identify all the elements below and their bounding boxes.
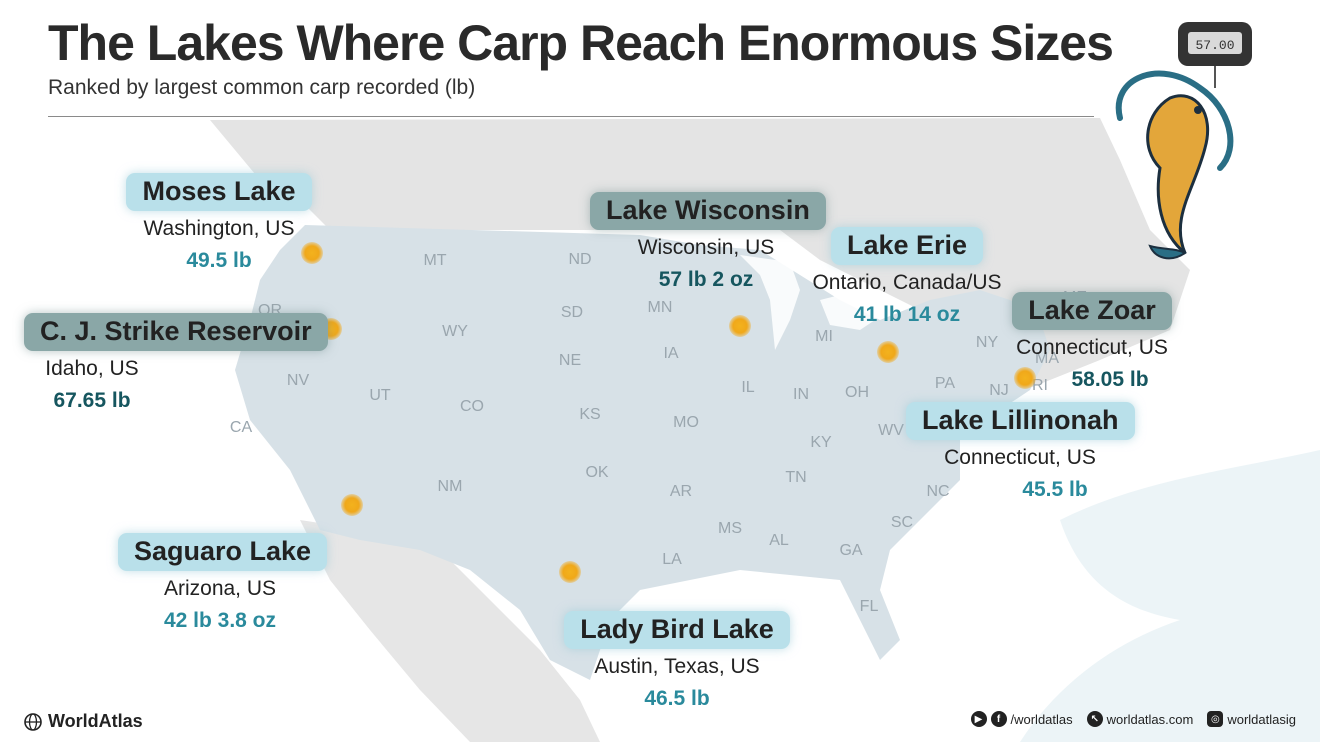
- lake-card-erie: Lake Erie Ontario, Canada/US 41 lb 14 oz: [808, 227, 1006, 327]
- lake-marker-zoar[interactable]: [1014, 367, 1036, 389]
- ocean-wave: [1020, 450, 1320, 742]
- state-label: MI: [815, 328, 833, 345]
- state-label: GA: [839, 542, 863, 559]
- lake-name: Lake Zoar: [1012, 292, 1172, 330]
- social-links: ▶ f /worldatlas ↖ worldatlas.com ◎ world…: [970, 711, 1296, 727]
- lake-location: Connecticut, US: [944, 446, 1096, 469]
- cursor-icon: ↖: [1086, 711, 1103, 727]
- lake-marker-wisconsin[interactable]: [729, 315, 751, 337]
- lake-weight: 67.65 lb: [53, 389, 131, 412]
- state-label: MA: [1035, 350, 1059, 367]
- state-label: ND: [568, 251, 592, 268]
- lake-card-cj-strike: C. J. Strike Reservoir Idaho, US 67.65 l…: [24, 313, 328, 413]
- state-label: WV: [878, 422, 904, 439]
- lake-card-zoar: Lake Zoar Connecticut, US 58.05 lb: [1008, 292, 1176, 392]
- page-title: The Lakes Where Carp Reach Enormous Size…: [48, 15, 1114, 71]
- lake-card-lillinonah: Lake Lillinonah Connecticut, US 45.5 lb: [906, 402, 1135, 502]
- state-label: SD: [560, 304, 584, 321]
- lake-location: Washington, US: [143, 217, 295, 240]
- lake-weight: 49.5 lb: [186, 249, 252, 272]
- lake-marker-erie[interactable]: [877, 341, 899, 363]
- lake-marker-saguaro[interactable]: [341, 494, 363, 516]
- state-label: MS: [718, 520, 742, 537]
- lake-location: Ontario, Canada/US: [812, 271, 1002, 294]
- lake-card-lady-bird: Lady Bird Lake Austin, Texas, US 46.5 lb: [562, 611, 792, 711]
- lake-card-moses: Moses Lake Washington, US 49.5 lb: [124, 173, 314, 273]
- lake-name: Saguaro Lake: [118, 533, 328, 571]
- lake-location: Arizona, US: [163, 577, 277, 600]
- lake-marker-lady-bird[interactable]: [559, 561, 581, 583]
- lake-weight: 45.5 lb: [1022, 478, 1088, 501]
- title-divider: [48, 116, 1094, 117]
- lake-name: Lake Wisconsin: [590, 192, 826, 230]
- state-label: RI: [1032, 377, 1048, 394]
- state-label: NM: [437, 478, 463, 495]
- lake-location: Austin, Texas, US: [594, 655, 760, 678]
- state-label: NJ: [989, 382, 1009, 399]
- state-label: NY: [975, 334, 999, 351]
- lake-card-saguaro: Saguaro Lake Arizona, US 42 lb 3.8 oz: [118, 533, 328, 633]
- state-label: WY: [442, 323, 468, 340]
- state-label: CO: [460, 398, 484, 415]
- lake-weight: 46.5 lb: [644, 687, 710, 710]
- lake-name: Lake Lillinonah: [906, 402, 1135, 440]
- state-label: NV: [286, 372, 310, 389]
- website-link[interactable]: ↖ worldatlas.com: [1086, 711, 1194, 727]
- lake-location: Idaho, US: [45, 357, 139, 380]
- lake-location: Wisconsin, US: [637, 236, 775, 259]
- lake-weight: 41 lb 14 oz: [853, 303, 961, 326]
- fish-scale-illustration: 57.00: [1115, 22, 1252, 260]
- state-label: AR: [669, 483, 693, 500]
- facebook-icon: f: [990, 711, 1007, 727]
- surrounding-land: [210, 118, 1190, 400]
- instagram-link[interactable]: ◎ worldatlasig: [1207, 711, 1296, 727]
- lake-name: Moses Lake: [126, 173, 312, 211]
- state-label: CA: [229, 419, 253, 436]
- state-label: IA: [663, 345, 679, 362]
- state-label: MT: [423, 252, 447, 269]
- scale-screen: [1188, 32, 1242, 54]
- globe-icon: [24, 712, 42, 731]
- lake-weight: 57 lb 2 oz: [658, 268, 754, 291]
- usa-land: [235, 225, 1050, 680]
- lake-card-wisconsin: Lake Wisconsin Wisconsin, US 57 lb 2 oz: [590, 192, 826, 292]
- lake-name: C. J. Strike Reservoir: [24, 313, 328, 351]
- worldatlas-logo[interactable]: WorldAtlas: [24, 711, 143, 732]
- state-label: FL: [859, 598, 879, 615]
- great-lakes: [740, 255, 890, 350]
- state-label: IN: [793, 386, 809, 403]
- lake-name: Lake Erie: [830, 227, 984, 265]
- state-label: KS: [579, 406, 601, 423]
- scale-display: 57.00: [1195, 38, 1234, 53]
- state-label: AL: [769, 532, 789, 549]
- state-label: SC: [890, 514, 914, 531]
- lake-weight: 42 lb 3.8 oz: [163, 609, 277, 632]
- state-label: IL: [741, 379, 755, 396]
- state-label: TN: [785, 469, 807, 486]
- play-icon: ▶: [970, 711, 987, 727]
- instagram-icon: ◎: [1207, 711, 1224, 727]
- instagram-handle: worldatlasig: [1227, 711, 1296, 727]
- state-label: UT: [369, 387, 391, 404]
- lake-weight: 58.05 lb: [1071, 368, 1149, 391]
- state-label: NC: [926, 483, 950, 500]
- brand-name: WorldAtlas: [48, 711, 143, 731]
- facebook-link[interactable]: ▶ f /worldatlas: [970, 711, 1073, 727]
- page-subtitle: Ranked by largest common carp recorded (…: [48, 76, 476, 99]
- state-label: NE: [558, 352, 582, 369]
- state-label: KY: [810, 434, 832, 451]
- facebook-handle: /worldatlas: [1010, 711, 1073, 727]
- state-label: MO: [673, 414, 699, 431]
- state-label: OK: [585, 464, 609, 481]
- mexico-land: [300, 520, 600, 742]
- state-label: LA: [662, 551, 682, 568]
- lake-name: Lady Bird Lake: [564, 611, 790, 649]
- state-label: PA: [934, 375, 956, 392]
- state-label: OH: [845, 384, 869, 401]
- lake-location: Connecticut, US: [1016, 336, 1168, 359]
- state-label: MN: [647, 299, 673, 316]
- lake-marker-moses[interactable]: [301, 242, 323, 264]
- website-url: worldatlas.com: [1106, 711, 1194, 727]
